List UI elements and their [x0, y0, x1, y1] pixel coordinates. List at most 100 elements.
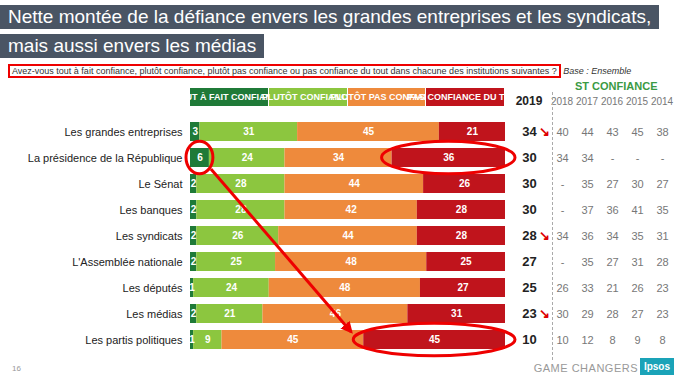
- svg-text:10: 10: [556, 334, 568, 346]
- svg-text:La présidence de la République: La présidence de la République: [28, 152, 183, 164]
- svg-text:30: 30: [522, 176, 536, 191]
- svg-text:33: 33: [581, 282, 593, 294]
- svg-text:2: 2: [191, 204, 197, 215]
- svg-text:3: 3: [192, 126, 198, 137]
- svg-text:28: 28: [606, 308, 618, 320]
- svg-text:24: 24: [242, 152, 254, 163]
- svg-text:↘: ↘: [539, 306, 550, 321]
- svg-text:44: 44: [581, 126, 593, 138]
- svg-text:45: 45: [631, 126, 643, 138]
- svg-text:1: 1: [189, 282, 195, 293]
- svg-text:26: 26: [459, 178, 471, 189]
- svg-text:28: 28: [235, 178, 247, 189]
- svg-text:31: 31: [656, 230, 668, 242]
- svg-text:45: 45: [287, 334, 299, 345]
- svg-text:-: -: [611, 152, 615, 164]
- svg-text:45: 45: [429, 334, 441, 345]
- svg-text:34: 34: [556, 230, 568, 242]
- svg-text:27: 27: [656, 178, 668, 190]
- svg-text:-: -: [561, 204, 565, 216]
- svg-text:23: 23: [656, 308, 668, 320]
- svg-text:21: 21: [467, 126, 479, 137]
- svg-text:Les députés: Les députés: [123, 282, 183, 294]
- svg-text:Les médias: Les médias: [126, 308, 183, 320]
- svg-text:34: 34: [556, 152, 568, 164]
- svg-text:31: 31: [631, 256, 643, 268]
- svg-text:25: 25: [461, 256, 473, 267]
- svg-text:35: 35: [581, 178, 593, 190]
- svg-text:2: 2: [191, 230, 197, 241]
- svg-text:41: 41: [631, 204, 643, 216]
- svg-text:27: 27: [606, 178, 618, 190]
- svg-text:35: 35: [656, 204, 668, 216]
- svg-text:21: 21: [224, 308, 236, 319]
- svg-text:27: 27: [522, 254, 536, 269]
- svg-text:44: 44: [342, 230, 354, 241]
- svg-text:12: 12: [581, 334, 593, 346]
- svg-text:-: -: [561, 178, 565, 190]
- svg-text:23: 23: [656, 282, 668, 294]
- svg-text:2: 2: [191, 178, 197, 189]
- svg-text:48: 48: [346, 256, 358, 267]
- svg-text:25: 25: [522, 280, 536, 295]
- svg-text:34: 34: [581, 152, 593, 164]
- svg-text:35: 35: [631, 230, 643, 242]
- svg-text:31: 31: [451, 308, 463, 319]
- svg-text:34: 34: [606, 230, 618, 242]
- svg-text:30: 30: [522, 150, 536, 165]
- svg-text:Les syndicats: Les syndicats: [116, 230, 183, 242]
- svg-text:↘: ↘: [539, 124, 550, 139]
- svg-text:36: 36: [443, 152, 455, 163]
- svg-text:35: 35: [581, 256, 593, 268]
- svg-text:Les partis politiques: Les partis politiques: [85, 334, 183, 346]
- svg-text:6: 6: [197, 152, 203, 163]
- svg-text:31: 31: [243, 126, 255, 137]
- svg-text:2: 2: [191, 256, 197, 267]
- svg-text:8: 8: [659, 334, 665, 346]
- svg-text:2: 2: [191, 308, 197, 319]
- svg-text:26: 26: [232, 230, 244, 241]
- svg-text:1: 1: [189, 334, 195, 345]
- svg-text:23: 23: [522, 306, 536, 321]
- svg-text:36: 36: [606, 204, 618, 216]
- svg-text:28: 28: [522, 228, 536, 243]
- svg-text:29: 29: [581, 308, 593, 320]
- svg-text:-: -: [636, 152, 640, 164]
- svg-text:26: 26: [631, 282, 643, 294]
- svg-text:24: 24: [226, 282, 238, 293]
- svg-text:27: 27: [631, 308, 643, 320]
- svg-text:↘: ↘: [539, 228, 550, 243]
- svg-text:42: 42: [346, 204, 358, 215]
- svg-text:43: 43: [606, 126, 618, 138]
- svg-text:34: 34: [522, 124, 537, 139]
- svg-text:26: 26: [556, 282, 568, 294]
- svg-text:48: 48: [339, 282, 351, 293]
- svg-text:45: 45: [363, 126, 375, 137]
- svg-text:28: 28: [456, 230, 468, 241]
- svg-text:27: 27: [606, 256, 618, 268]
- svg-text:40: 40: [556, 126, 568, 138]
- svg-text:37: 37: [581, 204, 593, 216]
- svg-text:28: 28: [656, 256, 668, 268]
- svg-text:9: 9: [205, 334, 211, 345]
- svg-text:34: 34: [333, 152, 345, 163]
- svg-text:9: 9: [634, 334, 640, 346]
- svg-text:38: 38: [656, 126, 668, 138]
- svg-text:27: 27: [457, 282, 469, 293]
- svg-text:Le Sénat: Le Sénat: [138, 178, 182, 190]
- svg-text:-: -: [561, 256, 565, 268]
- svg-text:8: 8: [609, 334, 615, 346]
- svg-text:44: 44: [349, 178, 361, 189]
- svg-text:30: 30: [522, 202, 536, 217]
- svg-text:Les banques: Les banques: [120, 204, 183, 216]
- svg-text:28: 28: [456, 204, 468, 215]
- svg-text:10: 10: [522, 332, 536, 347]
- svg-text:36: 36: [581, 230, 593, 242]
- svg-text:L'Assemblée nationale: L'Assemblée nationale: [72, 256, 182, 268]
- svg-text:21: 21: [606, 282, 618, 294]
- svg-text:30: 30: [556, 308, 568, 320]
- svg-text:30: 30: [631, 178, 643, 190]
- svg-text:Les grandes entreprises: Les grandes entreprises: [64, 126, 183, 138]
- svg-text:-: -: [661, 152, 665, 164]
- svg-text:25: 25: [231, 256, 243, 267]
